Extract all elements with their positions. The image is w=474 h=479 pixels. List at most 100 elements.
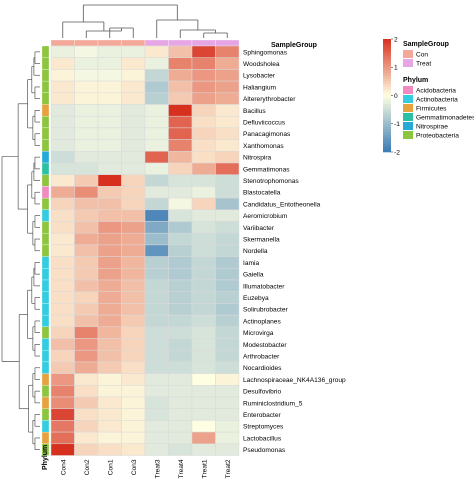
phylum-cell [41, 221, 50, 234]
row-label: Lactobacillus [243, 435, 282, 442]
heatmap-cell [215, 431, 240, 445]
heatmap-cell [168, 57, 193, 70]
heatmap-cell [168, 431, 193, 445]
heatmap-cell [121, 408, 146, 421]
heatmap-cell [191, 174, 216, 187]
heatmap-cell [191, 197, 216, 211]
phylum-cell [41, 373, 50, 386]
heatmap-cell [215, 221, 240, 234]
heatmap-cell [97, 92, 122, 105]
heatmap-cell [97, 244, 122, 257]
heatmap-cell [168, 232, 193, 246]
phylum-swatch [403, 104, 413, 112]
colorbar-segment [383, 137, 391, 141]
phylum-cell [41, 350, 50, 363]
colorbar-segment [383, 146, 391, 150]
heatmap-cell [168, 244, 193, 257]
heatmap-cell [50, 45, 75, 58]
colorbar-segment [383, 47, 391, 51]
heatmap-cell [168, 373, 193, 386]
heatmap-cell [121, 349, 146, 363]
heatmap-cell [121, 69, 146, 82]
heatmap-cell [144, 104, 169, 117]
colorbar-tick-label: 2 [394, 36, 398, 43]
heatmap-cell [215, 186, 240, 199]
heatmap-cell [121, 279, 146, 292]
heatmap-cell [50, 256, 75, 269]
heatmap-cell [215, 115, 240, 129]
sample-group-cell [191, 39, 216, 47]
heatmap-cell [191, 396, 216, 409]
heatmap-cell [74, 197, 99, 211]
colorbar-segment [383, 135, 391, 139]
phylum-legend-label: Proteobacteria [416, 133, 459, 140]
heatmap-cell [168, 104, 193, 117]
heatmap-cell [168, 314, 193, 328]
colorbar-tick-label: 0 [394, 93, 398, 100]
colorbar-segment [383, 61, 391, 65]
sample-group-cell [74, 39, 99, 47]
heatmap-cell [144, 209, 169, 222]
heatmap-cell [144, 431, 169, 445]
heatmap-cell [168, 69, 193, 82]
colorbar-tick-label: -2 [394, 149, 400, 156]
heatmap-cell [74, 104, 99, 117]
heatmap-cell [144, 373, 169, 386]
heatmap-cell [215, 209, 240, 222]
column-dendrogram [62, 4, 228, 38]
heatmap-cell [121, 57, 146, 70]
heatmap-cell [121, 314, 146, 328]
heatmap-cell [74, 115, 99, 129]
heatmap-cell [74, 443, 99, 456]
heatmap-cell [50, 279, 75, 292]
heatmap-cell [97, 139, 122, 152]
heatmap-cell [50, 139, 75, 152]
heatmap-cell [121, 420, 146, 433]
heatmap-cell [50, 361, 75, 374]
row-label: Bacillus [243, 108, 266, 115]
heatmap-cell [121, 127, 146, 140]
heatmap-cell [191, 45, 216, 58]
heatmap-cell [97, 197, 122, 211]
heatmap-cell [74, 162, 99, 175]
colorbar-segment [383, 95, 391, 99]
heatmap-cell [215, 80, 240, 94]
heatmap-cell [121, 431, 146, 445]
colorbar-segment [383, 81, 391, 85]
heatmap-cell [215, 291, 240, 304]
colorbar: 2 1 0 -1 -2 [383, 36, 400, 156]
heatmap-cell [168, 361, 193, 374]
heatmap-cell [144, 57, 169, 70]
sample-group-swatch [403, 50, 413, 58]
heatmap-cell [144, 256, 169, 269]
phylum-cell [41, 385, 50, 398]
heatmap-cell [74, 326, 99, 339]
heatmap-cell [191, 69, 216, 82]
heatmap-cell [168, 221, 193, 234]
heatmap-cell [74, 57, 99, 70]
heatmap-cell [215, 232, 240, 246]
heatmap-cell [144, 69, 169, 82]
heatmap-cell [215, 127, 240, 140]
phylum-cell [41, 268, 50, 281]
heatmap-cell [215, 174, 240, 187]
heatmap-cell [121, 396, 146, 409]
heatmap-cell [121, 326, 146, 339]
heatmap-cell [50, 420, 75, 433]
heatmap-cell [191, 104, 216, 117]
row-label: Defluviicoccus [243, 119, 286, 126]
colorbar-segment [383, 41, 391, 45]
heatmap-cell [144, 115, 169, 129]
phylum-cell [41, 443, 50, 456]
heatmap-cell [191, 186, 216, 199]
heatmap-cell [74, 373, 99, 386]
phylum-swatch [403, 95, 413, 103]
row-label: Skermanella [243, 236, 280, 243]
heatmap-cell [50, 443, 75, 456]
phylum-annotation-label: Phylum [42, 445, 49, 470]
heatmap-cell [168, 92, 193, 105]
heatmap-cell [121, 80, 146, 94]
column-label: Treat4 [178, 459, 185, 478]
heatmap-cell [168, 303, 193, 316]
heatmap-cell [168, 349, 193, 363]
